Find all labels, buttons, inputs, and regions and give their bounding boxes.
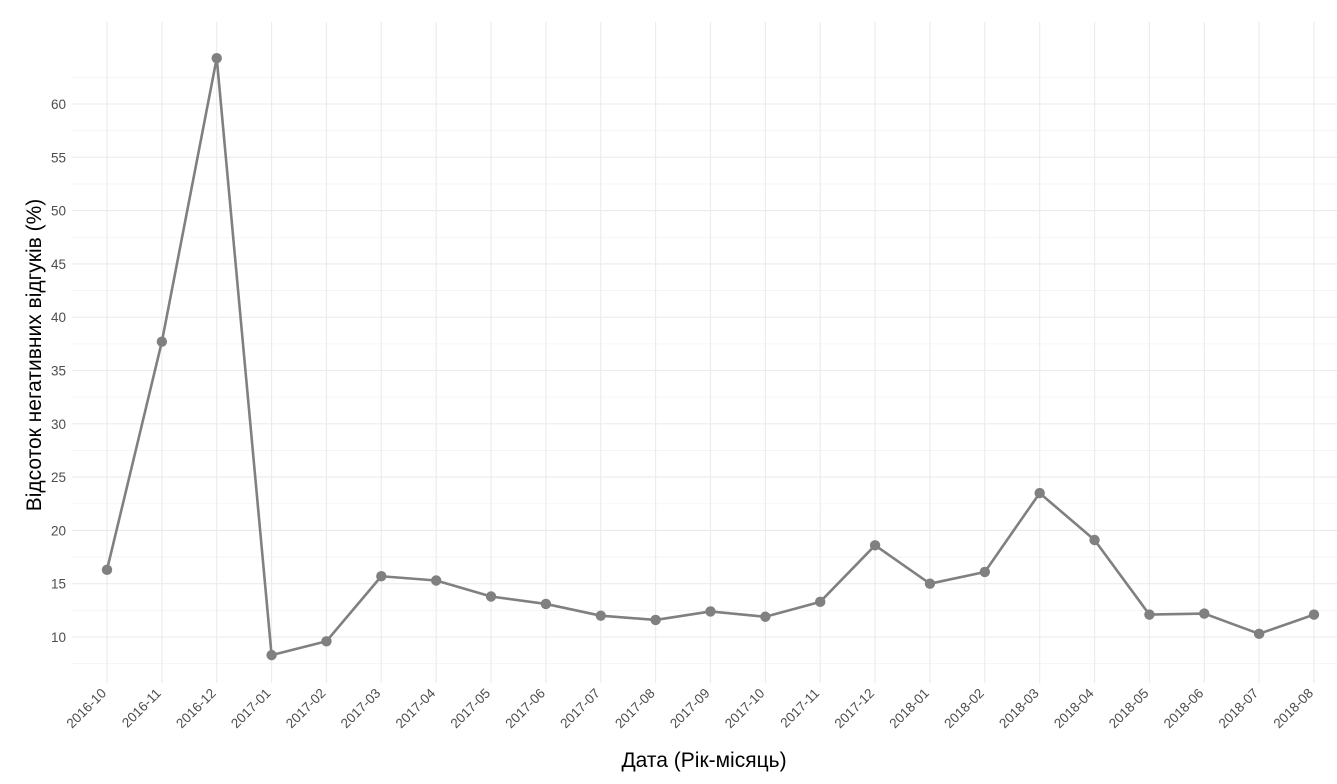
data-point xyxy=(924,578,936,589)
data-point xyxy=(869,540,881,551)
y-tick-label: 20 xyxy=(51,523,66,538)
data-point xyxy=(760,611,771,622)
data-point xyxy=(321,636,332,647)
data-point xyxy=(485,591,497,602)
data-point xyxy=(156,336,168,347)
x-tick-label: 2017-08 xyxy=(612,686,658,732)
y-tick-label: 55 xyxy=(51,150,66,165)
data-point xyxy=(815,596,826,608)
data-point xyxy=(1034,487,1045,499)
x-tick-label: 2016-11 xyxy=(119,686,164,731)
y-tick-label: 25 xyxy=(51,470,66,485)
x-tick-labels: 2016-10 2016-11 2016-12 2017-01 2017-02 2017-… xyxy=(63,685,1316,731)
x-tick-label: 2018-02 xyxy=(941,686,987,732)
x-tick-label: 2016-12 xyxy=(173,686,219,732)
data-point xyxy=(1253,628,1265,640)
x-tick-label: 2017-09 xyxy=(667,686,713,732)
data-point xyxy=(1144,609,1155,620)
data-point xyxy=(1199,608,1210,619)
data-point xyxy=(650,614,661,626)
data-point xyxy=(979,566,991,578)
x-tick-label: 2017-01 xyxy=(228,686,274,732)
data-point xyxy=(376,571,387,582)
y-tick-label: 50 xyxy=(51,204,66,219)
x-tick-label: 2017-03 xyxy=(338,686,384,732)
data-point xyxy=(1089,534,1100,546)
x-tick-label: 2017-04 xyxy=(393,685,439,731)
x-tick-label: 2018-06 xyxy=(1161,686,1207,732)
data-point xyxy=(540,598,552,610)
y-tick-labels: 10 15 20 25 30 35 40 45 50 55 60 xyxy=(51,97,66,645)
y-tick-label: 10 xyxy=(51,630,66,645)
data-point xyxy=(430,575,442,586)
series-layer xyxy=(101,52,1320,661)
x-tick-label: 2017-10 xyxy=(722,686,768,732)
x-tick-label: 2018-07 xyxy=(1216,686,1262,732)
y-tick-label: 60 xyxy=(51,97,66,112)
x-tick-label: 2018-05 xyxy=(1106,686,1152,732)
data-point xyxy=(211,52,222,64)
data-point xyxy=(266,649,277,661)
y-axis-title: Відсоток негативних відгуків (%) xyxy=(23,199,46,512)
x-tick-label: 2017-05 xyxy=(448,686,494,732)
data-point xyxy=(595,610,606,621)
x-tick-label: 2017-11 xyxy=(777,686,822,731)
x-tick-label: 2018-04 xyxy=(1051,685,1097,731)
y-tick-label: 30 xyxy=(51,417,66,432)
y-tick-label: 45 xyxy=(51,257,66,272)
x-tick-label: 2018-01 xyxy=(886,686,932,732)
data-point xyxy=(1308,609,1320,620)
grid-layer xyxy=(72,22,1337,683)
x-tick-label: 2017-06 xyxy=(502,686,548,732)
data-point xyxy=(705,606,716,617)
x-tick-label: 2016-10 xyxy=(63,686,109,732)
y-tick-label: 15 xyxy=(51,577,66,592)
x-tick-label: 2018-08 xyxy=(1270,686,1316,732)
data-point xyxy=(101,564,113,576)
x-axis-title: Дата (Рік-місяць) xyxy=(621,749,786,772)
x-tick-label: 2017-07 xyxy=(557,686,603,732)
x-tick-label: 2017-12 xyxy=(832,686,878,732)
x-tick-label: 2018-03 xyxy=(996,686,1042,732)
y-tick-label: 40 xyxy=(51,310,66,325)
y-tick-label: 35 xyxy=(51,364,66,379)
x-tick-label: 2017-02 xyxy=(283,686,329,732)
